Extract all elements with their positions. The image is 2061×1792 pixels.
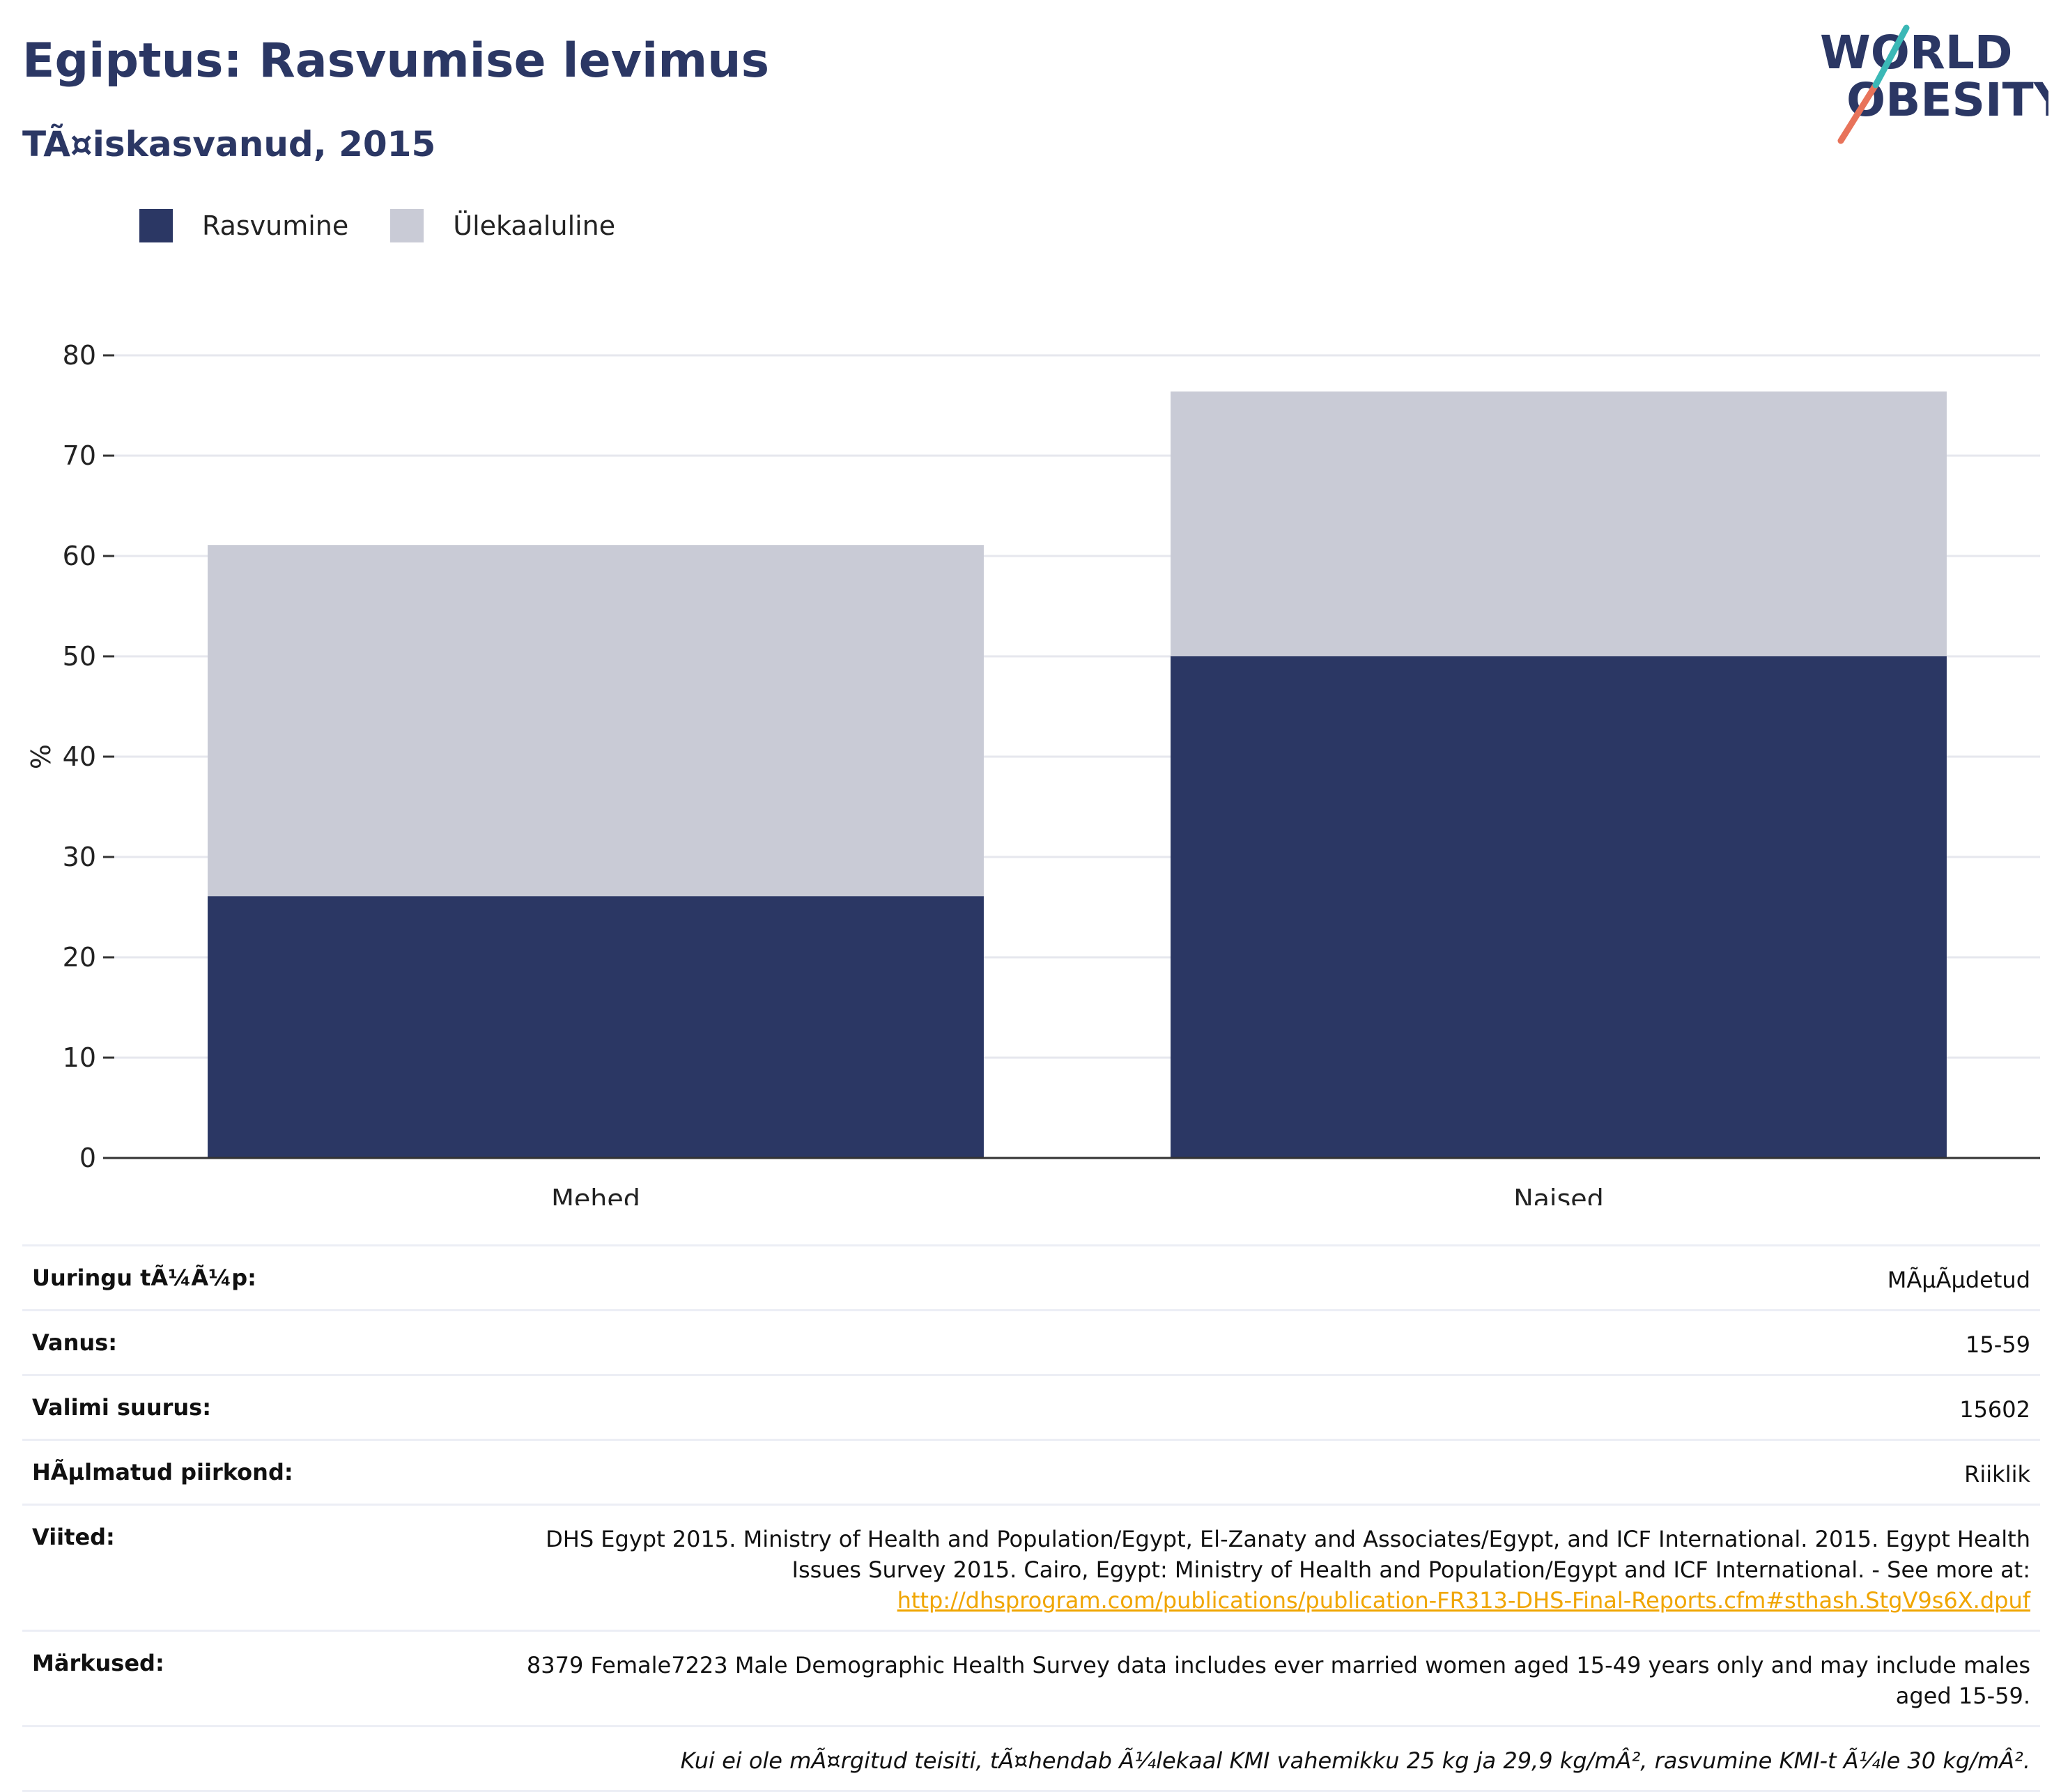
stacked-bar-chart: 0 10 20 30 40 50 60 70 80% Mehed Naised bbox=[26, 340, 2040, 1205]
y-tick-label: 30 bbox=[63, 842, 96, 872]
notes-line-2: aged 15-59. bbox=[1895, 1683, 2030, 1709]
bar-rasvumine-mehed bbox=[208, 896, 984, 1158]
y-tick-label: 70 bbox=[63, 440, 96, 471]
bar-ulekaaluline-naised bbox=[1171, 391, 1947, 656]
meta-value: 15602 bbox=[1959, 1396, 2030, 1423]
legend-label-ulekaaluline: Ülekaaluline bbox=[453, 210, 616, 241]
logo-slash-teal bbox=[1872, 24, 1910, 88]
meta-value: 15-59 bbox=[1966, 1331, 2030, 1358]
notes-line-1: 8379 Female7223 Male Demographic Health … bbox=[526, 1652, 2030, 1678]
legend-swatch-ulekaaluline bbox=[390, 209, 424, 242]
y-tick-label: 0 bbox=[79, 1143, 96, 1173]
x-tick-label: Naised bbox=[1513, 1184, 1604, 1205]
meta-row-footnote: Kui ei ole mÃ¤rgitud teisiti, tÃ¤hendab … bbox=[22, 1725, 2040, 1792]
notes-text: 8379 Female7223 Male Demographic Health … bbox=[527, 1650, 2030, 1711]
meta-row-notes: Märkused: 8379 Female7223 Male Demograph… bbox=[22, 1630, 2040, 1725]
logo-line1: WORLD bbox=[1820, 26, 2013, 79]
legend-label-rasvumine: Rasvumine bbox=[202, 210, 349, 241]
chart-subtitle: TÃ¤iskasvanud, 2015 bbox=[22, 124, 436, 164]
references-text: DHS Egypt 2015. Ministry of Health and P… bbox=[546, 1524, 2030, 1616]
logo-slash-red bbox=[1837, 82, 1879, 144]
y-axis-label: % bbox=[26, 744, 56, 769]
meta-label: Valimi suurus: bbox=[32, 1394, 212, 1421]
x-tick-label: Mehed bbox=[551, 1184, 640, 1205]
meta-row-region: HÃµlmatud piirkond: Riiklik bbox=[22, 1439, 2040, 1504]
meta-row-references: Viited: DHS Egypt 2015. Ministry of Heal… bbox=[22, 1504, 2040, 1630]
y-tick-label: 10 bbox=[63, 1042, 96, 1073]
y-tick-label: 20 bbox=[63, 942, 96, 973]
meta-label: Vanus: bbox=[32, 1329, 118, 1356]
bar-rasvumine-naised bbox=[1171, 656, 1947, 1158]
bar-ulekaaluline-mehed bbox=[208, 545, 984, 897]
meta-label: HÃµlmatud piirkond: bbox=[32, 1459, 293, 1485]
legend-item-ulekaaluline[interactable]: Ülekaaluline bbox=[390, 209, 615, 242]
legend-swatch-rasvumine bbox=[139, 209, 173, 242]
references-link[interactable]: http://dhsprogram.com/publications/publi… bbox=[897, 1587, 2030, 1614]
meta-value: MÃµÃµdetud bbox=[1887, 1267, 2030, 1293]
meta-label: Uuringu tÃ¼Ã¼p: bbox=[32, 1265, 256, 1291]
meta-row-survey-type: Uuringu tÃ¼Ã¼p: MÃµÃµdetud bbox=[22, 1244, 2040, 1309]
references-line-2: Issues Survey 2015. Cairo, Egypt: Minist… bbox=[792, 1557, 2030, 1583]
meta-label: Märkused: bbox=[32, 1650, 164, 1676]
footnote-text: Kui ei ole mÃ¤rgitud teisiti, tÃ¤hendab … bbox=[680, 1747, 2030, 1774]
chart-title: Egiptus: Rasvumise levimus bbox=[22, 33, 770, 88]
meta-row-age: Vanus: 15-59 bbox=[22, 1309, 2040, 1374]
y-tick-label: 40 bbox=[63, 741, 96, 772]
meta-row-sample-size: Valimi suurus: 15602 bbox=[22, 1374, 2040, 1439]
legend-item-rasvumine[interactable]: Rasvumine bbox=[139, 209, 348, 242]
references-line-1: DHS Egypt 2015. Ministry of Health and P… bbox=[546, 1526, 2030, 1552]
meta-value: Riiklik bbox=[1964, 1461, 2030, 1488]
y-tick-label: 60 bbox=[63, 541, 96, 571]
y-tick-label: 50 bbox=[63, 641, 96, 672]
y-tick-label: 80 bbox=[63, 340, 96, 371]
survey-metadata-table: Uuringu tÃ¼Ã¼p: MÃµÃµdetud Vanus: 15-59 … bbox=[22, 1244, 2040, 1792]
world-obesity-logo: WORLD OBESITY bbox=[1820, 24, 2048, 144]
meta-label: Viited: bbox=[32, 1524, 115, 1550]
chart-legend: Rasvumine Ülekaaluline bbox=[139, 206, 657, 245]
